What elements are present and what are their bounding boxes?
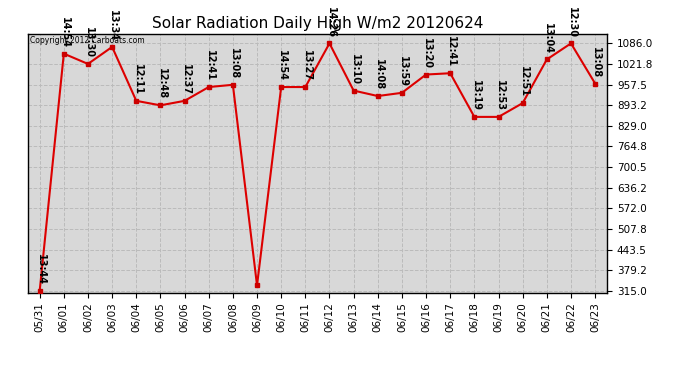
Text: 13:04: 13:04 [543,22,553,54]
Text: 12:41: 12:41 [446,36,456,68]
Text: 14:54: 14:54 [60,17,70,48]
Text: 14:08: 14:08 [374,59,384,90]
Text: 12:30: 12:30 [567,7,577,38]
Text: 12:41: 12:41 [205,50,215,81]
Text: 13:08: 13:08 [229,48,239,79]
Text: 13:30: 13:30 [84,27,94,58]
Text: Copyright 2012 Carboats.com: Copyright 2012 Carboats.com [30,36,145,45]
Text: 14:26: 14:26 [326,7,335,38]
Text: 13:34: 13:34 [108,10,118,41]
Text: 12:53: 12:53 [495,80,504,111]
Text: 13:59: 13:59 [398,56,408,87]
Text: 13:08: 13:08 [591,46,601,78]
Text: 12:11: 12:11 [132,64,142,95]
Text: 12:51: 12:51 [519,66,529,98]
Text: 14:54: 14:54 [277,50,287,81]
Text: 13:20: 13:20 [422,38,432,69]
Title: Solar Radiation Daily High W/m2 20120624: Solar Radiation Daily High W/m2 20120624 [152,16,483,31]
Text: 13:19: 13:19 [471,80,480,111]
Text: 13:44: 13:44 [36,254,46,285]
Text: 12:37: 12:37 [181,64,190,95]
Text: 12:48: 12:48 [157,68,166,99]
Text: 13:10: 13:10 [350,54,359,85]
Text: 13:27: 13:27 [302,50,311,81]
